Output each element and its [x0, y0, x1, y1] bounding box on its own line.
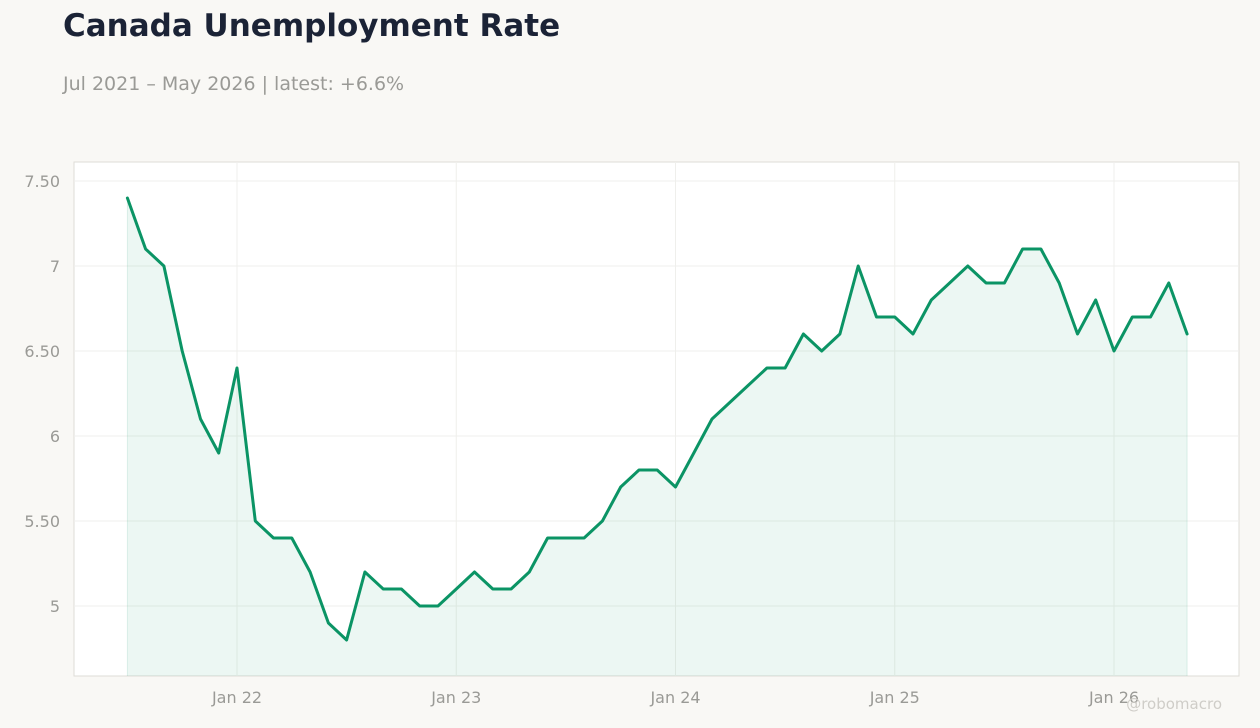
chart-subtitle: Jul 2021 – May 2026 | latest: +6.6%	[63, 73, 405, 95]
x-tick-label: Jan 25	[869, 688, 920, 707]
series-line	[125, 196, 1189, 642]
x-tick-label: Jan 23	[430, 688, 481, 707]
chart-title: Canada Unemployment Rate	[63, 8, 561, 44]
y-tick-label: 6	[50, 427, 60, 446]
y-tick-label: 7	[50, 257, 60, 276]
y-gridlines	[74, 180, 1239, 607]
y-tick-label: 6.50	[24, 342, 60, 361]
x-tick-label: Jan 24	[649, 688, 700, 707]
y-tick-label: 7.50	[24, 172, 60, 191]
x-axis-ticks: Jan 22 Jan 23 Jan 24 Jan 25 Jan 26	[211, 688, 1139, 707]
x-tick-label: Jan 26	[1088, 688, 1139, 707]
y-tick-label: 5.50	[24, 512, 60, 531]
y-axis-ticks: 5 5.50 6 6.50 7 7.50	[24, 172, 60, 616]
plot-area	[73, 161, 1240, 677]
y-tick-label: 5	[50, 597, 60, 616]
x-tick-label: Jan 22	[211, 688, 262, 707]
watermark: @robomacro	[1126, 695, 1222, 713]
